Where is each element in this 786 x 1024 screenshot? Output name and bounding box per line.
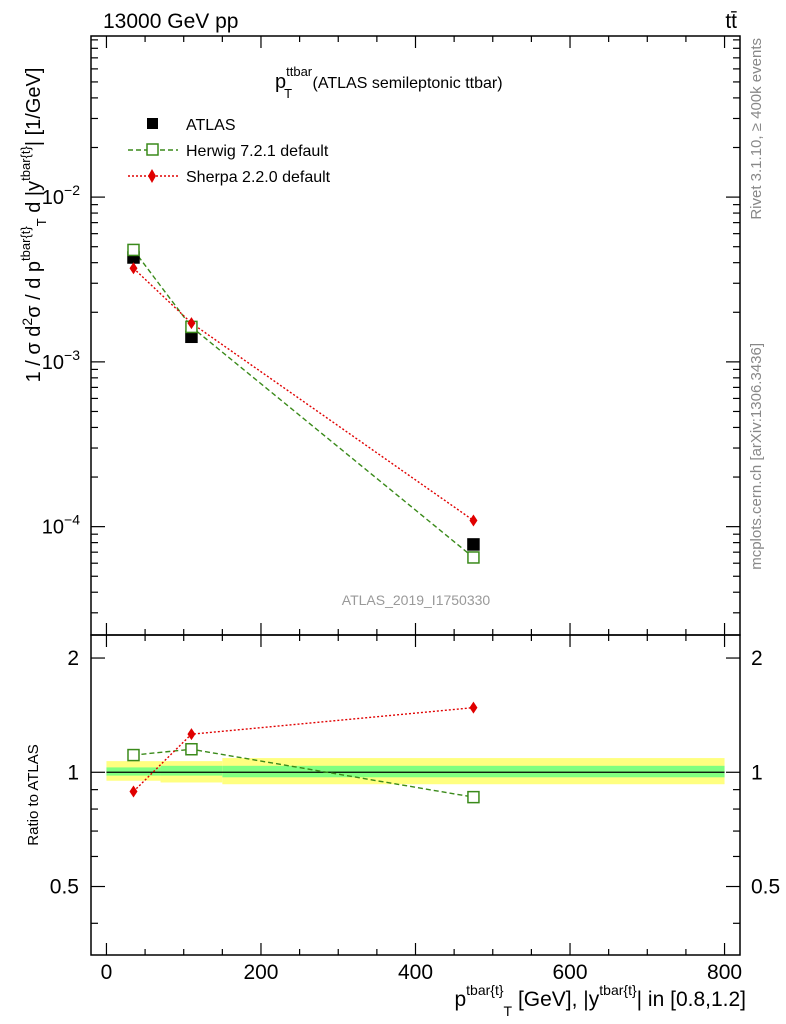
ratio-y-tick-label: 0.5 (50, 876, 79, 899)
legend-sherpa-marker (148, 169, 156, 183)
main-y-tick-label: 10−3 (42, 347, 80, 374)
herwig-ratio-point (185, 742, 198, 756)
series-lines (132, 249, 474, 798)
x-tick-label: 0 (101, 961, 113, 984)
sherpa-ratio-point (469, 701, 478, 714)
legend: ATLAS Herwig 7.2.1 default Sherpa 2.2.0 … (128, 117, 331, 186)
herwig-ratio-point (127, 748, 140, 762)
main-y-tick-labels: 10−2 10−3 10−4 (42, 182, 80, 539)
ratio-y-tick-label: 1 (67, 761, 79, 784)
main-y-tick-label: 10−2 (42, 182, 80, 209)
main-y-axis-label: 1 / σ d2σ / d ptbar{t}T d |ytbar{t}| [1/… (18, 68, 49, 383)
band-inner-segment (106, 767, 161, 776)
analysis-id: ATLAS_2019_I1750330 (342, 592, 491, 608)
sherpa-ratio-point (187, 728, 196, 741)
herwig-line (132, 249, 474, 559)
legend-sherpa-label: Sherpa 2.2.0 default (186, 169, 331, 186)
ratio-y-tick-label: 2 (67, 647, 79, 670)
atlas-point (467, 538, 480, 551)
legend-atlas-marker (147, 118, 158, 129)
sherpa-point (129, 262, 138, 275)
mcplots-label: mcplots.cern.ch [arXiv:1306.3436] (748, 343, 765, 570)
rivet-label: Rivet 3.1.10, ≥ 400k events (748, 38, 765, 220)
x-axis-label: ptbar{t}T [GeV], |ytbar{t}| in [0.8,1.2] (454, 982, 746, 1019)
herwig-point (127, 243, 140, 257)
ratio-y-axis-label: Ratio to ATLAS (25, 744, 42, 845)
ratio-y-tick-label-right: 0.5 (751, 876, 780, 899)
series-markers (127, 243, 480, 804)
axis-ticks (91, 36, 740, 955)
x-tick-label: 400 (398, 961, 433, 984)
band-inner-segment (160, 765, 223, 776)
plot-title: pttbar T (ATLAS semileptonic ttbar) (275, 64, 503, 101)
ratio-y-tick-label-right: 1 (751, 761, 763, 784)
legend-herwig-label: Herwig 7.2.1 default (186, 143, 329, 160)
ratio-y-tick-labels: 2 1 0.5 2 1 0.5 (50, 647, 780, 898)
ratio-y-tick-label-right: 2 (751, 647, 763, 670)
legend-atlas-label: ATLAS (186, 117, 236, 134)
energy-label: 13000 GeV pp (103, 10, 238, 33)
sherpa-point (187, 317, 196, 330)
herwig-point (467, 551, 480, 564)
herwig-ratio-point (467, 790, 480, 804)
x-tick-labels: 0 200 400 600 800 (101, 961, 742, 984)
uncertainty-band (106, 758, 725, 785)
sherpa-point (469, 514, 478, 527)
x-tick-label: 600 (553, 961, 588, 984)
main-y-tick-label: 10−4 (42, 512, 80, 539)
ratio-panel-frame (90, 634, 741, 956)
band-inner-segment (222, 765, 725, 778)
sherpa-line (133, 267, 474, 522)
x-tick-label: 800 (707, 961, 742, 984)
legend-herwig-marker (146, 143, 159, 156)
sherpa-ratio-point (129, 785, 138, 798)
x-tick-label: 200 (243, 961, 278, 984)
process-label: tt̄ (725, 10, 737, 33)
